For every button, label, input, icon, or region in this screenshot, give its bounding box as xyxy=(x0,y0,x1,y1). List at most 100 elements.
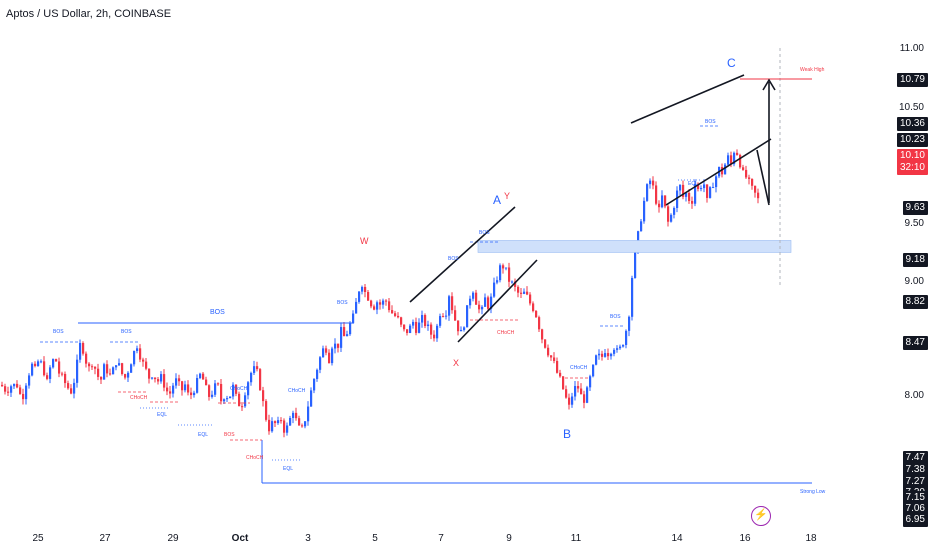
candle-body xyxy=(652,180,655,186)
candle xyxy=(646,183,649,202)
candle-body xyxy=(601,353,604,357)
candle xyxy=(169,386,172,399)
bos-label: BOS xyxy=(121,329,132,335)
candle-body xyxy=(484,297,487,307)
candle xyxy=(178,374,181,386)
candle-body xyxy=(466,305,469,328)
candle-body xyxy=(178,378,181,382)
candle xyxy=(394,310,397,318)
candle-body xyxy=(73,382,76,394)
candle xyxy=(535,310,538,318)
candle-body xyxy=(436,325,439,339)
candle-body xyxy=(736,152,739,155)
candle-body xyxy=(700,188,703,190)
candle-body xyxy=(91,366,94,368)
candle-body xyxy=(292,412,295,419)
time-tick-label: 14 xyxy=(671,533,683,544)
candle xyxy=(658,200,661,213)
candle-body xyxy=(550,355,553,358)
candle xyxy=(511,280,514,284)
candle xyxy=(748,174,751,185)
candle xyxy=(346,330,349,337)
candle xyxy=(160,371,163,384)
candle xyxy=(493,277,496,298)
candle xyxy=(211,390,214,399)
lightning-icon[interactable]: ⚡ xyxy=(751,506,771,526)
wave-label-x: X xyxy=(453,358,459,368)
candle-body xyxy=(562,376,565,390)
candle-body xyxy=(247,382,250,396)
candle xyxy=(499,263,502,283)
candle xyxy=(640,219,643,232)
candle xyxy=(187,380,190,396)
candle xyxy=(106,360,109,378)
candle-body xyxy=(355,301,358,314)
candle xyxy=(358,290,361,304)
candle xyxy=(469,295,472,309)
candle-body xyxy=(628,316,631,331)
candle xyxy=(262,386,265,407)
candle-body xyxy=(298,418,301,426)
price-tag: 6.95 xyxy=(902,513,928,527)
candle xyxy=(478,300,481,314)
candle-body xyxy=(175,378,178,386)
candle xyxy=(247,380,250,400)
candle xyxy=(433,330,436,342)
candle xyxy=(667,204,670,227)
candle xyxy=(679,184,682,196)
candle-body xyxy=(730,155,733,165)
candle-body xyxy=(52,359,55,368)
candle-body xyxy=(16,383,19,388)
candle-body xyxy=(43,361,46,376)
candle-body xyxy=(136,348,139,351)
candle-body xyxy=(649,180,652,185)
candle-body xyxy=(400,317,403,325)
candle-body xyxy=(406,329,409,333)
candle xyxy=(571,392,574,408)
candle-body xyxy=(382,300,385,305)
eql-label: EQL xyxy=(198,432,208,438)
candle-body xyxy=(154,377,157,380)
candle-body xyxy=(199,373,202,379)
candle xyxy=(733,151,736,167)
candle-body xyxy=(250,372,253,383)
bos-label: BOS xyxy=(610,314,621,320)
candle xyxy=(604,349,607,358)
candle-body xyxy=(112,367,115,375)
candle-body xyxy=(31,363,34,376)
candle-body xyxy=(115,365,118,368)
candle-body xyxy=(655,185,658,204)
candle xyxy=(226,395,229,403)
candle xyxy=(289,415,292,426)
price-axis[interactable]: 11.00 10.50 9.50 9.00 8.00 10.79 10.36 10.23 10.… xyxy=(866,0,932,530)
candle xyxy=(133,350,136,367)
candle-body xyxy=(142,359,145,362)
candle xyxy=(739,153,742,169)
candle-body xyxy=(67,383,70,389)
candle xyxy=(199,372,202,380)
price-tag: 7.38 xyxy=(902,463,928,477)
candle-body xyxy=(673,208,676,215)
candle-body xyxy=(610,353,613,357)
bos-label: BOS xyxy=(479,230,490,236)
candle-body xyxy=(676,190,679,209)
candle-body xyxy=(223,399,226,402)
candle-body xyxy=(664,195,667,207)
candle xyxy=(277,416,280,425)
candle-body xyxy=(451,296,454,311)
candle xyxy=(172,382,175,398)
candle-body xyxy=(574,386,577,397)
candle xyxy=(214,380,217,397)
candle-body xyxy=(85,353,88,364)
candle xyxy=(46,372,49,381)
candle-body xyxy=(361,286,364,292)
candle-body xyxy=(430,324,433,335)
candle-body xyxy=(727,155,730,165)
candle xyxy=(22,388,25,405)
candle xyxy=(598,349,601,360)
eql-label: EQL xyxy=(688,181,698,187)
time-tick-label: 9 xyxy=(506,533,512,544)
candle-body xyxy=(535,310,538,318)
candle xyxy=(415,317,418,336)
